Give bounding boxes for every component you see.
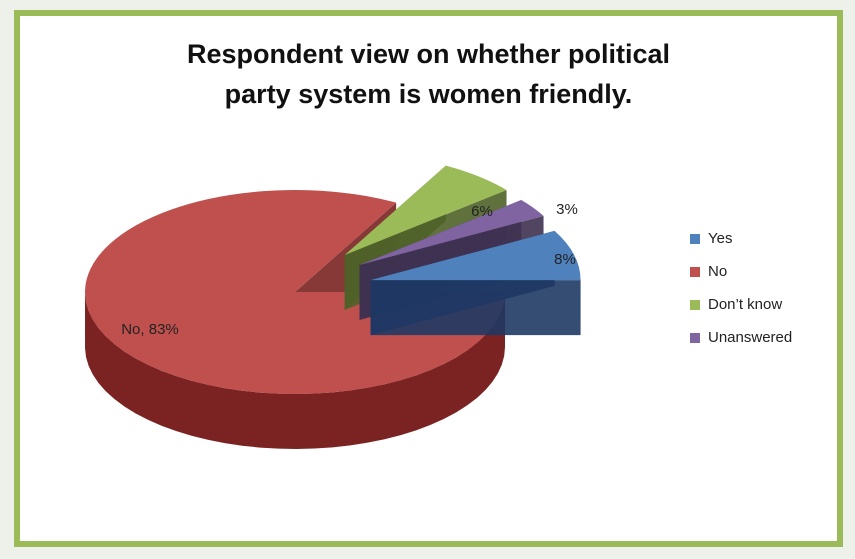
data-label-yes: 8% [554,251,576,268]
legend: Yes No Don’t know Unanswered [690,222,792,354]
chart-title: Respondent view on whether political par… [20,34,837,114]
data-label-don-t-know: 6% [471,203,493,220]
slice-no [85,190,505,394]
slice-don-t-know [344,165,507,256]
legend-label-no: No [708,263,728,280]
legend-swatch-dont-know [690,299,700,310]
data-label-unanswered: 3% [556,201,578,218]
slice-side-no [85,292,506,449]
legend-label-unanswered: Unanswered [708,329,793,346]
legend-item-dont-know: Don’t know [690,288,792,321]
chart-title-line-1: Respondent view on whether political [186,39,671,69]
legend-label-dont-know: Don’t know [708,296,783,313]
legend-label-yes: Yes [708,230,733,247]
legend-swatch-yes [690,233,700,244]
legend-item-yes: Yes [690,222,792,255]
slice-unanswered [359,200,544,266]
data-label-no: No, 83% [121,321,179,338]
slice-yes [370,230,581,281]
legend-item-no: No [690,255,792,288]
legend-swatch-unanswered [690,332,700,343]
chart-title-line-2: party system is women friendly. [224,79,633,109]
legend-swatch-no [690,266,700,277]
legend-item-unanswered: Unanswered [690,321,792,354]
